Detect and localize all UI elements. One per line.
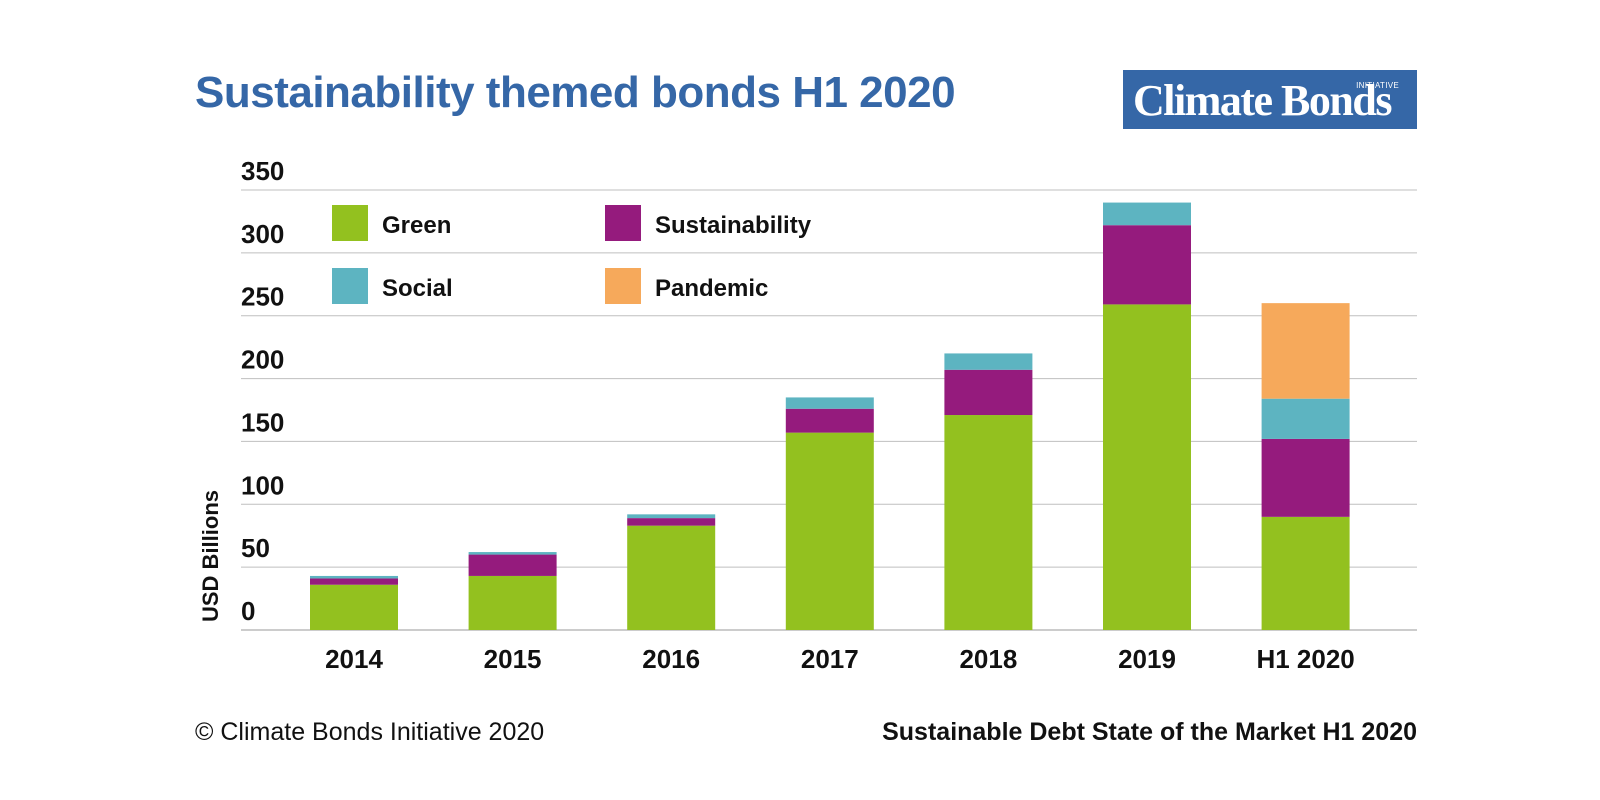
bar-social-2014 — [310, 575, 398, 579]
bar-green-2018 — [944, 415, 1033, 630]
bar-social-2016 — [627, 514, 716, 519]
legend-label-green: Green — [382, 212, 451, 239]
x-tick-label-2016: 2016 — [642, 644, 700, 674]
legend-label-sustainability: Sustainability — [655, 212, 812, 239]
bar-social-2015 — [468, 552, 557, 555]
logo-wordmark: Climate Bonds — [1133, 76, 1392, 125]
bar-sustainability-2019 — [1103, 225, 1191, 305]
legend-swatch-green — [332, 205, 368, 241]
legend-label-pandemic: Pandemic — [655, 275, 768, 302]
bar-sustainability-2015 — [468, 554, 557, 576]
x-tick-label-h1-2020: H1 2020 — [1256, 644, 1354, 674]
bar-social-h1-2020 — [1261, 398, 1350, 439]
y-tick-label-100: 100 — [241, 470, 284, 500]
legend-swatch-pandemic — [605, 268, 641, 304]
source-note: Sustainable Debt State of the Market H1 … — [882, 718, 1417, 746]
bar-sustainability-2018 — [944, 369, 1033, 416]
y-axis-label: USD Billions — [198, 490, 223, 622]
y-tick-label-300: 300 — [241, 219, 284, 249]
y-tick-label-250: 250 — [241, 282, 284, 312]
logo-tagline: INITIATIVE — [1356, 81, 1399, 90]
bar-sustainability-2016 — [627, 518, 716, 526]
copyright-notice: © Climate Bonds Initiative 2020 — [195, 718, 545, 746]
chart-title: Sustainability themed bonds H1 2020 — [195, 68, 956, 117]
y-tick-label-200: 200 — [241, 345, 284, 375]
bar-green-2015 — [468, 575, 557, 630]
x-tick-label-2019: 2019 — [1118, 644, 1176, 674]
bar-green-h1-2020 — [1261, 516, 1350, 630]
bar-green-2019 — [1103, 304, 1191, 630]
bar-social-2019 — [1103, 202, 1191, 226]
bar-sustainability-2014 — [310, 578, 398, 585]
bar-sustainability-2017 — [785, 408, 874, 433]
legend-label-social: Social — [382, 275, 453, 302]
y-tick-label-0: 0 — [241, 596, 255, 626]
x-tick-label-2014: 2014 — [325, 644, 383, 674]
y-tick-label-150: 150 — [241, 407, 284, 437]
x-tick-label-2015: 2015 — [484, 644, 542, 674]
x-tick-label-2017: 2017 — [801, 644, 859, 674]
bar-pandemic-h1-2020 — [1261, 303, 1350, 399]
bar-sustainability-h1-2020 — [1261, 438, 1350, 517]
bar-green-2017 — [785, 432, 874, 630]
bar-social-2018 — [944, 353, 1033, 370]
bar-green-2014 — [310, 584, 398, 630]
bar-green-2016 — [627, 525, 716, 630]
bar-social-2017 — [785, 397, 874, 409]
climate-bonds-logo: Climate Bonds INITIATIVE — [1123, 70, 1417, 129]
y-tick-label-350: 350 — [241, 156, 284, 186]
legend-swatch-social — [332, 268, 368, 304]
y-tick-label-50: 50 — [241, 533, 270, 563]
legend-swatch-sustainability — [605, 205, 641, 241]
x-tick-label-2018: 2018 — [959, 644, 1017, 674]
